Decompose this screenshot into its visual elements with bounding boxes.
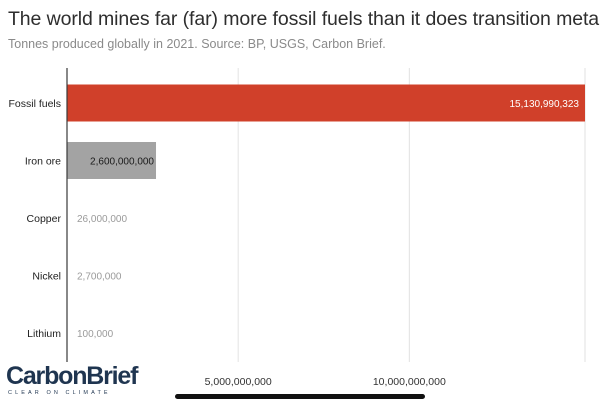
x-tick-label-1: 10,000,000,000 xyxy=(373,376,446,388)
value-label-1: 2,600,000,000 xyxy=(90,157,154,168)
bar-0 xyxy=(67,84,585,122)
value-label-3: 2,700,000 xyxy=(77,272,122,283)
brand-tagline: CLEAR ON CLIMATE xyxy=(8,390,111,396)
value-label-0: 15,130,990,323 xyxy=(509,99,579,110)
chart-title: The world mines far (far) more fossil fu… xyxy=(8,8,600,30)
category-label-0: Fossil fuels xyxy=(8,98,61,110)
category-label-1: Iron ore xyxy=(25,156,61,168)
category-label-4: Lithium xyxy=(27,328,61,340)
chart-subtitle: Tonnes produced globally in 2021. Source… xyxy=(8,37,386,51)
carbonbrief-logo: CarbonBrief CLEAR ON CLIMATE xyxy=(6,362,138,397)
category-label-3: Nickel xyxy=(32,271,61,283)
value-label-2: 26,000,000 xyxy=(77,214,127,225)
x-tick-label-0: 5,000,000,000 xyxy=(205,376,272,388)
value-label-4: 100,000 xyxy=(77,329,114,340)
horizontal-scrollbar[interactable] xyxy=(175,394,425,399)
category-label-2: Copper xyxy=(27,213,62,225)
brand-name: CarbonBrief xyxy=(6,362,138,390)
bar-1 xyxy=(67,142,157,179)
